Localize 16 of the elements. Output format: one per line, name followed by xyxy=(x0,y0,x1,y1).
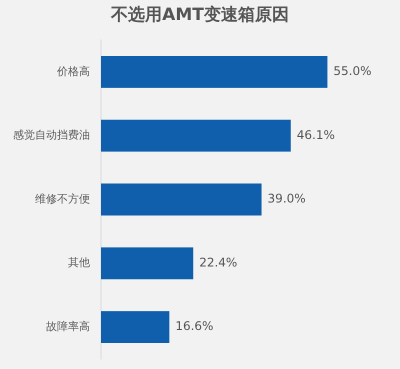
chart-title: 不选用AMT变速箱原因 xyxy=(110,4,290,27)
bar xyxy=(101,120,291,152)
bar xyxy=(101,56,328,88)
bar xyxy=(101,311,170,344)
y-tick-label: 故障率高 xyxy=(46,320,90,333)
y-tick-label: 其他 xyxy=(68,256,90,270)
data-label: 39.0% xyxy=(268,192,306,206)
bar xyxy=(101,247,194,280)
y-tick-label: 感觉自动挡费油 xyxy=(13,128,90,142)
bar xyxy=(101,184,262,216)
data-label: 22.4% xyxy=(199,255,238,270)
y-tick-label: 维修不方便 xyxy=(35,192,90,206)
data-label: 16.6% xyxy=(175,319,214,334)
data-label: 55.0% xyxy=(333,64,372,78)
data-label: 46.1% xyxy=(296,128,335,142)
y-tick-label: 价格高 xyxy=(56,64,90,78)
